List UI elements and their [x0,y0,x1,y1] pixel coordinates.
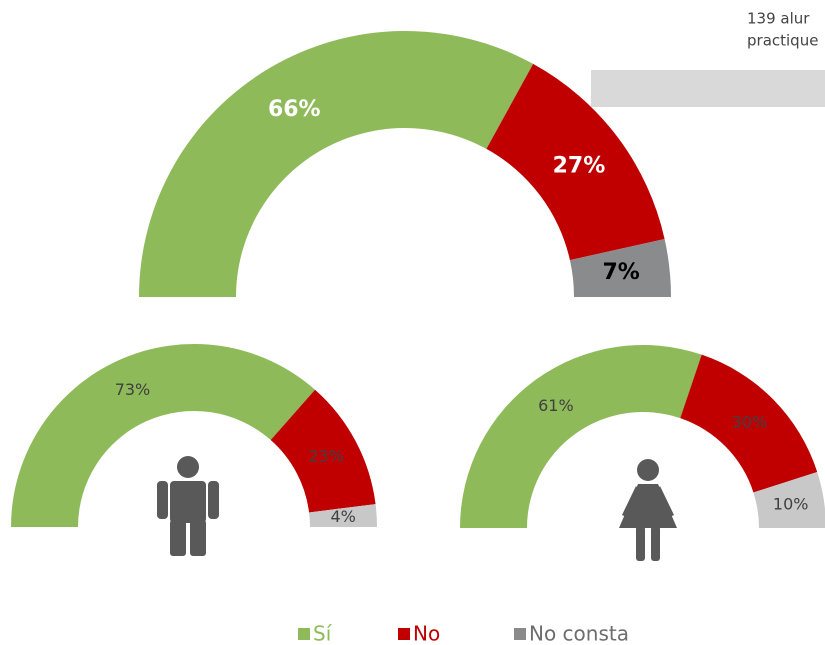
note-line: 139 alur [747,10,810,28]
slice [569,238,671,297]
slice [680,354,818,493]
male-icon [157,456,219,556]
value-label: 4% [331,507,356,526]
value-label: 7% [603,260,640,285]
slice [309,504,377,527]
slice [139,30,534,297]
slice [753,471,825,528]
female-icon [619,459,677,561]
slice [460,345,702,528]
note-line: practique [747,32,818,50]
value-label: 66% [268,97,321,122]
value-label: 30% [732,413,768,432]
legend-label: Sí [313,622,333,645]
legend-label: No [413,622,440,645]
value-label: 73% [115,380,151,399]
legend-swatch [398,628,410,640]
value-label: 27% [553,153,606,178]
legend-swatch [298,628,310,640]
value-label: 23% [308,447,344,466]
legend-swatch [514,628,526,640]
slice [270,389,376,513]
value-label: 61% [538,396,574,415]
gray-bar [591,70,825,107]
legend-label: No consta [529,622,629,645]
slice [11,344,316,527]
value-label: 10% [773,494,809,513]
slice [486,63,665,261]
